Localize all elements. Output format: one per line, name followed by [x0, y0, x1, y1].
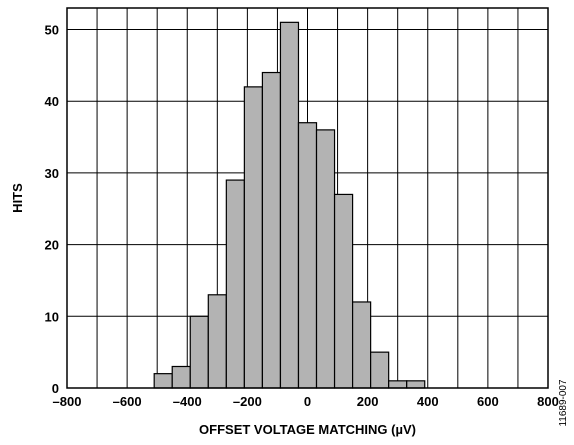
- figure-id: 11689-007: [558, 379, 569, 427]
- x-tick-label: –200: [233, 394, 262, 409]
- y-tick-label: 0: [52, 381, 59, 396]
- histogram-bar: [261, 71, 282, 389]
- y-axis-label: HITS: [10, 183, 25, 213]
- histogram-bar: [333, 193, 354, 389]
- y-tick-label: 40: [45, 94, 59, 109]
- histogram-bar: [388, 380, 408, 389]
- histogram-bar: [225, 179, 245, 389]
- x-tick-label: –800: [53, 394, 82, 409]
- x-tick-label: 800: [537, 394, 559, 409]
- histogram-bar: [406, 380, 426, 389]
- y-tick-label: 20: [45, 238, 59, 253]
- x-tick-label: 0: [304, 394, 311, 409]
- x-tick-label: 200: [357, 394, 379, 409]
- histogram-bars: [153, 21, 426, 389]
- histogram-bar: [279, 21, 300, 389]
- histogram-bar: [315, 129, 336, 389]
- x-tick-label: –400: [173, 394, 202, 409]
- histogram-bar: [243, 86, 264, 389]
- histogram-bar: [171, 365, 191, 389]
- histogram-bar: [351, 301, 372, 389]
- x-tick-label: 400: [417, 394, 439, 409]
- histogram-bar: [207, 294, 227, 389]
- y-tick-label: 50: [45, 23, 59, 38]
- x-tick-label: 600: [477, 394, 499, 409]
- y-tick-labels: 0 10 20 30 40 50: [45, 23, 59, 396]
- histogram-bar: [189, 315, 209, 389]
- y-tick-label: 30: [45, 166, 59, 181]
- x-tick-labels: –800 –600 –400 –200 0 200 400 600 800: [53, 394, 559, 409]
- histogram-bar: [370, 351, 390, 389]
- y-tick-label: 10: [45, 309, 59, 324]
- x-axis-label: OFFSET VOLTAGE MATCHING (µV): [199, 422, 416, 437]
- plot-frame: [66, 7, 549, 389]
- histogram-bar: [153, 373, 173, 389]
- x-tick-label: –600: [113, 394, 142, 409]
- histogram-bar: [297, 122, 318, 389]
